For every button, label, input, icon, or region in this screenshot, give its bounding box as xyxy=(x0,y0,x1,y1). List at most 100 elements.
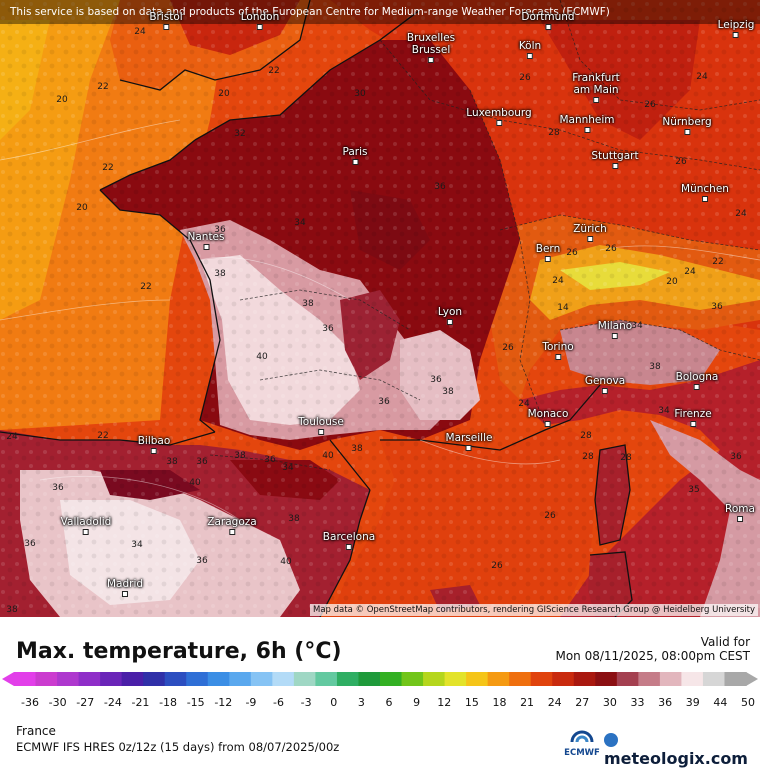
scale-swatch xyxy=(272,672,295,686)
scale-ticks: -36 -30 -27 -24 -21 -18 -15 -12 -9 -6 -3 0 3 6 9 12 15 18… xyxy=(0,696,760,710)
temp-label: 28 xyxy=(580,431,592,441)
scale-swatch xyxy=(358,672,381,686)
city-london: London xyxy=(241,11,279,30)
meteologix-logo[interactable]: meteologix.com xyxy=(604,730,760,768)
scale-swatch xyxy=(466,672,489,686)
city-paris: Paris xyxy=(343,146,368,165)
temp-label: 40 xyxy=(322,451,334,461)
city-munchen: München xyxy=(681,183,729,202)
city-madrid: Madrid xyxy=(107,578,143,597)
city-barcelona: Barcelona xyxy=(323,531,375,550)
scale-swatch xyxy=(35,672,58,686)
scale-tick-label: -9 xyxy=(245,696,257,709)
city-leipzig: Leipzig xyxy=(718,19,754,38)
temperature-field xyxy=(0,0,760,617)
temp-label: 26 xyxy=(675,157,687,167)
temp-label: 28 xyxy=(548,128,560,138)
city-zurich: Zürich xyxy=(573,223,607,242)
scale-tick-label: 33 xyxy=(630,696,645,709)
scale-swatch xyxy=(487,672,510,686)
ecmwf-globe-icon xyxy=(570,730,594,743)
scale-tick-label: 44 xyxy=(713,696,728,709)
scale-swatch xyxy=(315,672,338,686)
scale-swatch xyxy=(444,672,467,686)
regional-borders xyxy=(209,0,760,471)
temp-label: 22 xyxy=(102,163,114,173)
city-nantes: Nantes xyxy=(188,231,225,250)
scale-tick-label: 50 xyxy=(741,696,755,709)
temp-label: 36 xyxy=(52,483,64,493)
temp-label: 34 xyxy=(282,463,294,473)
city-frankfurt: Frankfurt am Main xyxy=(572,72,620,103)
temp-label: 24 xyxy=(735,209,747,219)
scale-swatch xyxy=(229,672,252,686)
scale-swatch xyxy=(616,672,639,686)
temp-label: 24 xyxy=(6,432,18,442)
temp-label: 38 xyxy=(288,514,300,524)
scale-swatch xyxy=(186,672,209,686)
temp-label: 34 xyxy=(131,540,143,550)
temp-label: 26 xyxy=(644,100,656,110)
model-info: ECMWF IFS HRES 0z/12z (15 days) from 08/… xyxy=(16,740,340,754)
scale-swatch xyxy=(57,672,80,686)
city-bilbao: Bilbao xyxy=(138,435,170,454)
temp-label: 36 xyxy=(730,452,742,462)
field-texture xyxy=(0,0,760,617)
scale-arrow-right-icon xyxy=(746,672,758,686)
temp-label: 26 xyxy=(519,73,531,83)
city-stuttgart: Stuttgart xyxy=(591,150,639,169)
scale-swatch xyxy=(293,672,317,686)
temp-label: 24 xyxy=(134,27,146,37)
ecmwf-notice: This service is based on data and produc… xyxy=(0,0,760,24)
scale-swatch xyxy=(595,672,618,686)
region-label: France xyxy=(16,724,56,738)
scale-swatch xyxy=(659,672,683,686)
scale-swatch xyxy=(380,672,403,686)
temp-label: 26 xyxy=(605,244,617,254)
city-bristol: Bristol xyxy=(149,11,183,30)
temp-label: 34 xyxy=(631,321,643,331)
isotherms xyxy=(0,119,760,521)
scale-swatch xyxy=(143,672,166,686)
scale-tick-label: -27 xyxy=(76,696,95,709)
temp-label: 38 xyxy=(351,444,363,454)
city-mannheim: Mannheim xyxy=(559,114,615,133)
scale-tick-label: 15 xyxy=(464,696,479,709)
temp-label: 24 xyxy=(518,399,530,409)
temp-label: 40 xyxy=(256,352,268,362)
scale-swatch xyxy=(121,672,144,686)
scale-swatch xyxy=(78,672,101,686)
ecmwf-logo: ECMWF xyxy=(562,728,602,758)
temp-label: 36 xyxy=(264,455,276,465)
borders xyxy=(0,0,633,617)
scale-tick-label: -24 xyxy=(103,696,122,709)
scale-tick-label: -21 xyxy=(131,696,150,709)
city-genova: Genova xyxy=(585,375,625,394)
temp-label: 24 xyxy=(696,72,708,82)
temp-label: 30 xyxy=(354,89,366,99)
temp-label: 22 xyxy=(97,82,109,92)
temp-label: 26 xyxy=(502,343,514,353)
temp-label: 20 xyxy=(218,89,230,99)
temp-label: 36 xyxy=(378,397,390,407)
city-toulouse: Toulouse xyxy=(298,416,344,435)
temp-label: 36 xyxy=(430,375,442,385)
city-bruxelles: Bruxelles Brussel xyxy=(407,32,455,63)
temp-label: 28 xyxy=(582,452,594,462)
scale-tick-label: 9 xyxy=(413,696,421,709)
legend-footer: Max. temperature, 6h (°C) Valid for Mon … xyxy=(0,617,760,768)
temp-label: 22 xyxy=(97,431,109,441)
city-nurnberg: Nürnberg xyxy=(662,116,712,135)
scale-tick-label: -30 xyxy=(48,696,67,709)
scale-swatch xyxy=(681,672,704,686)
temp-label: 22 xyxy=(268,66,280,76)
scale-tick-label: -15 xyxy=(186,696,205,709)
temperature-map[interactable]: This service is based on data and produc… xyxy=(0,0,760,617)
scale-swatch xyxy=(573,672,596,686)
scale-arrow-left-icon xyxy=(2,672,14,686)
scale-tick-label: 36 xyxy=(658,696,673,709)
city-luxembourg: Luxembourg xyxy=(466,107,532,126)
city-milano: Milano xyxy=(598,320,632,339)
temp-label: 20 xyxy=(666,277,678,287)
city-bern: Bern xyxy=(536,243,560,262)
